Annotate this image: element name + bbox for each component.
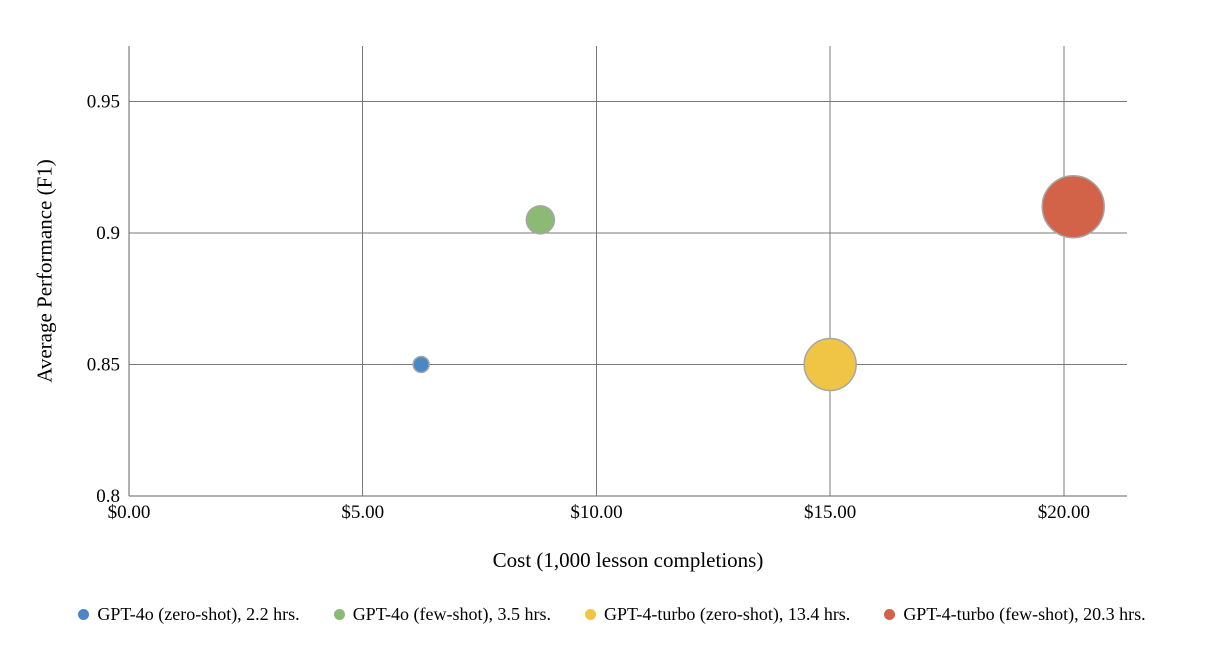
legend-item-gpt-4o-few-shot: GPT-4o (few-shot), 3.5 hrs.	[333, 601, 552, 627]
bubble-gpt-4-turbo-zero-shot	[803, 337, 857, 392]
bubble-gpt-4-turbo-few-shot	[1041, 174, 1105, 239]
x-tick-label: $0.00	[108, 502, 151, 523]
legend-swatch-icon	[585, 608, 597, 620]
x-tick-label: $5.00	[341, 502, 384, 523]
y-axis-title: Average Performance (F1)	[32, 159, 57, 383]
bubble-gpt-4o-few-shot	[525, 205, 556, 235]
bubble-gpt-4o-zero-shot	[412, 355, 430, 374]
x-tick-label: $20.00	[1038, 502, 1090, 523]
legend-label: GPT-4o (few-shot), 3.5 hrs.	[352, 604, 552, 624]
legend-label: GPT-4o (zero-shot), 2.2 hrs.	[97, 604, 300, 624]
x-tick-label: $10.00	[570, 502, 622, 523]
y-tick-label: 0.8	[96, 486, 120, 507]
legend-swatch-icon	[333, 608, 345, 620]
legend-label: GPT-4-turbo (few-shot), 20.3 hrs.	[903, 604, 1146, 624]
chart-legend: GPT-4o (zero-shot), 2.2 hrs. GPT-4o (few-…	[0, 601, 1224, 627]
legend-swatch-icon	[884, 608, 896, 620]
legend-item-gpt-4-turbo-zero-shot: GPT-4-turbo (zero-shot), 13.4 hrs.	[585, 601, 850, 627]
y-tick-label: 0.85	[87, 354, 120, 375]
x-axis-title: Cost (1,000 lesson completions)	[492, 548, 764, 572]
legend-swatch-icon	[78, 608, 90, 620]
x-tick-label: $15.00	[804, 502, 856, 523]
y-tick-label: 0.9	[96, 223, 120, 244]
legend-item-gpt-4o-zero-shot: GPT-4o (zero-shot), 2.2 hrs.	[78, 601, 300, 627]
y-tick-label: 0.95	[87, 91, 120, 112]
legend-item-gpt-4-turbo-few-shot: GPT-4-turbo (few-shot), 20.3 hrs.	[884, 601, 1146, 627]
legend-label: GPT-4-turbo (zero-shot), 13.4 hrs.	[604, 604, 851, 624]
